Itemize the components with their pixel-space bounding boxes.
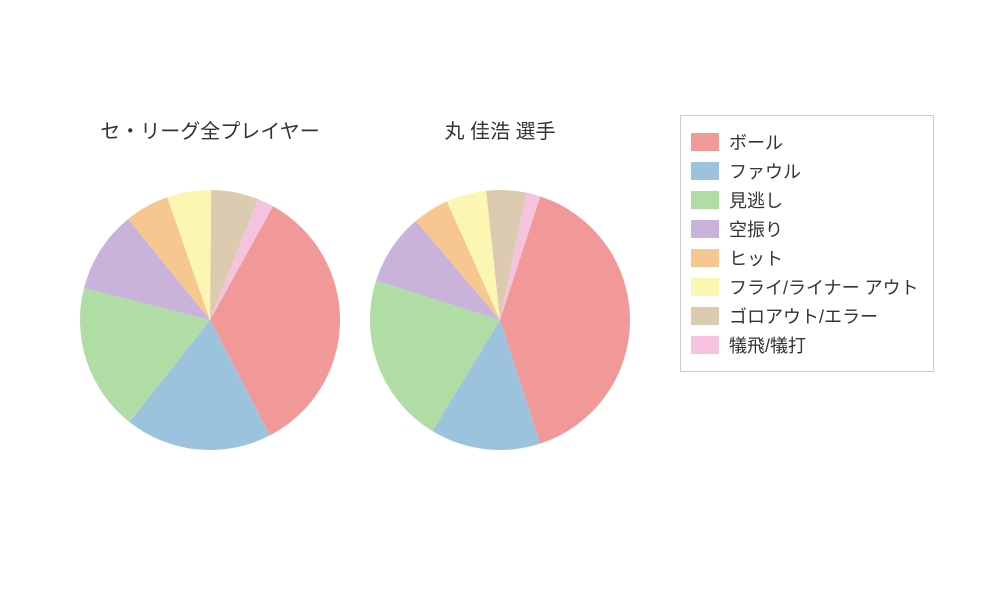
legend-swatch [691,133,719,151]
legend-swatch [691,307,719,325]
legend-label: ボール [729,129,783,155]
legend-item: 見逃し [691,187,919,213]
legend-swatch [691,220,719,238]
legend-label: 空振り [729,216,783,242]
legend-swatch [691,278,719,296]
legend-label: 犠飛/犠打 [729,332,806,358]
legend-label: ゴロアウト/エラー [729,303,878,329]
chart-title-0: セ・リーグ全プレイヤー [80,115,340,144]
legend-label: フライ/ライナー アウト [729,274,919,300]
legend-item: ファウル [691,158,919,184]
legend-swatch [691,191,719,209]
legend-item: ヒット [691,245,919,271]
legend-item: ボール [691,129,919,155]
chart-title-1: 丸 佳浩 選手 [370,115,630,144]
legend-item: 空振り [691,216,919,242]
legend-item: 犠飛/犠打 [691,332,919,358]
legend-swatch [691,249,719,267]
pie-chart-0 [80,190,340,450]
pie-chart-1 [370,190,630,450]
legend-swatch [691,336,719,354]
legend-swatch [691,162,719,180]
legend-item: フライ/ライナー アウト [691,274,919,300]
legend-label: ヒット [729,245,783,271]
legend-item: ゴロアウト/エラー [691,303,919,329]
legend: ボールファウル見逃し空振りヒットフライ/ライナー アウトゴロアウト/エラー犠飛/… [680,115,934,372]
legend-label: ファウル [729,158,801,184]
legend-label: 見逃し [729,187,783,213]
